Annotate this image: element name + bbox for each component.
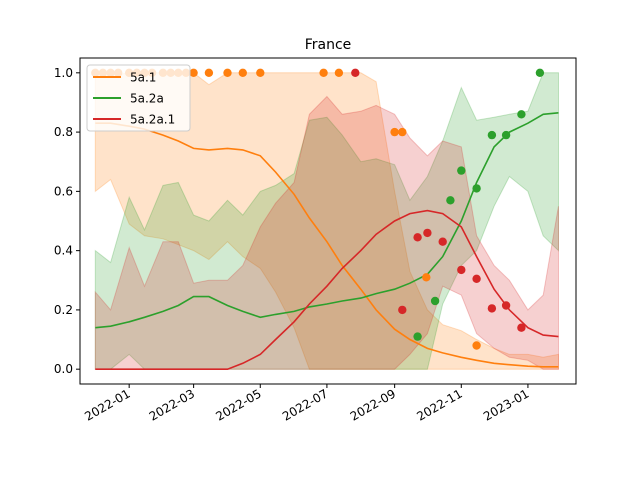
y-tick-label: 0.2 [54,303,73,317]
y-tick-label: 0.0 [54,362,73,376]
point-5a.2a [501,130,511,140]
line-5a.2a.1 [95,209,559,370]
point-5a.1 [422,273,431,282]
point-5a.2a.1 [517,323,526,332]
point-5a.2a.1 [351,68,360,78]
series-lines [95,112,559,370]
point-5a.1 [390,127,399,137]
point-5a.1 [319,68,328,78]
point-5a.1 [256,68,265,78]
point-5a.2a.1 [398,305,407,315]
point-5a.2a.1 [457,265,466,275]
plot-frame [79,57,577,385]
point-5a.2a.1 [501,301,511,310]
legend-box [86,64,191,132]
point-5a.1 [204,68,214,78]
legend: 5a.1 5a.2a 5a.2a.1 [86,64,191,132]
line-5a.2a [95,112,559,329]
confidence-bands [94,72,559,370]
y-tick-label: 0.4 [54,244,73,258]
point-5a.2a [517,110,526,119]
point-5a.1 [238,68,247,78]
point-5a.2a [430,296,440,306]
point-5a.2a.1 [413,233,422,242]
legend-label: 5a.1 [130,71,156,85]
point-5a.1 [398,127,407,137]
band-5a.2a.1 [94,95,559,370]
point-5a.1 [189,68,198,78]
point-5a.2a [457,166,466,175]
line-5a.1 [95,122,559,368]
y-axis: 0.0 0.2 0.4 0.6 0.8 1.0 [54,66,80,376]
point-5a.2a [487,130,497,140]
point-5a.2a [535,68,545,78]
band-5a.2a [94,72,559,370]
point-5a.1 [223,68,232,78]
y-tick-label: 0.8 [54,125,73,139]
point-5a.2a [413,332,422,341]
point-5a.2a [446,196,455,205]
point-5a.2a.1 [438,237,447,246]
point-5a.1 [472,341,481,350]
point-5a.1 [334,68,344,78]
legend-label: 5a.2a [130,92,164,106]
point-5a.2a.1 [487,304,497,313]
legend-label: 5a.2a.1 [130,113,175,127]
point-5a.2a.1 [472,274,481,283]
point-5a.2a.1 [423,228,432,238]
y-tick-label: 0.6 [54,184,73,198]
band-5a.1 [94,72,559,370]
chart-title: France [305,37,352,53]
point-5a.2a [472,184,481,193]
y-tick-label: 1.0 [54,66,73,80]
